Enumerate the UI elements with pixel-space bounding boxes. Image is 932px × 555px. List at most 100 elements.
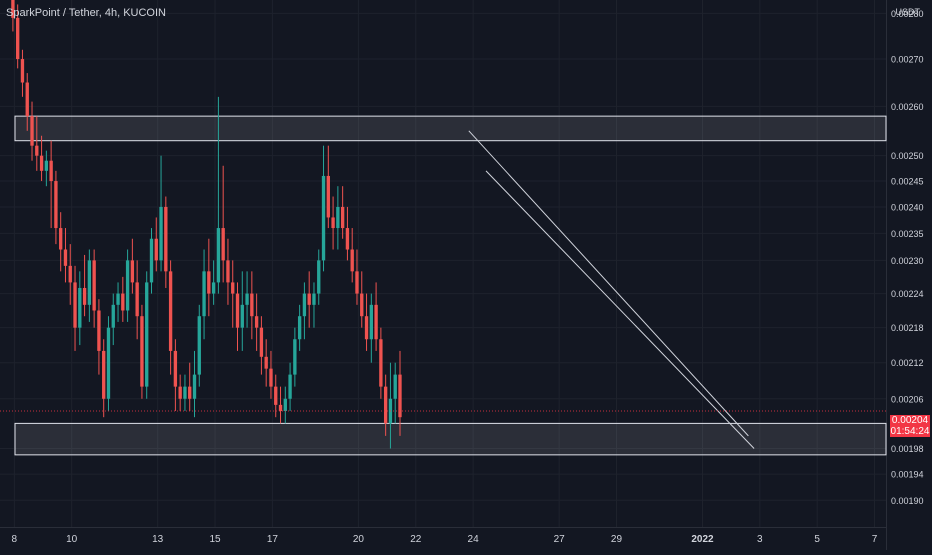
candle-body (178, 386, 182, 399)
candle-body (78, 287, 82, 328)
candle-body (20, 59, 25, 83)
candle-body (288, 374, 292, 399)
candle-body (297, 316, 302, 340)
candle-body (59, 228, 63, 250)
currency-label: USDT (895, 7, 921, 17)
candle-body (54, 181, 58, 229)
candle-body (250, 293, 254, 317)
current-price-tag: 0.00204 (890, 415, 930, 426)
candle-body (211, 282, 216, 294)
candle-body (125, 260, 130, 311)
y-tick-label: 0.00280 (891, 9, 924, 19)
candle-body (264, 356, 268, 369)
candle-body (49, 160, 53, 182)
zone-rectangle-2 (14, 422, 887, 456)
candle-body (35, 145, 39, 156)
candle-body (140, 316, 144, 387)
x-tick-label: 8 (12, 534, 18, 545)
candle-body (302, 293, 307, 317)
y-tick-label: 0.00194 (891, 470, 924, 480)
y-tick-label: 0.00260 (891, 102, 924, 112)
x-tick-label: 15 (209, 534, 221, 545)
candle-body (135, 282, 139, 317)
candle-body (231, 282, 235, 294)
x-tick-label: 13 (152, 534, 164, 545)
trendline-1 (468, 130, 749, 437)
candle-body (145, 282, 149, 387)
candle-body (240, 304, 244, 328)
candle-body (379, 339, 383, 387)
candle-body (321, 175, 326, 261)
candle-body (97, 310, 101, 351)
candle-body (121, 293, 125, 311)
candle-body (39, 155, 44, 171)
trendline-2 (485, 170, 755, 449)
candle-body (207, 271, 211, 294)
candle-body (326, 175, 330, 218)
candle-body (106, 327, 111, 399)
candle-body (116, 293, 120, 305)
x-tick-label: 2022 (691, 534, 714, 545)
candle-body (317, 260, 321, 294)
candle-body (173, 350, 178, 387)
candle-body (340, 206, 345, 229)
candle-body (159, 206, 163, 261)
candle-body (102, 350, 106, 399)
candle-body (383, 386, 388, 424)
y-tick-label: 0.00224 (891, 289, 924, 299)
candle-body (11, 0, 15, 18)
candle-body (202, 271, 206, 317)
x-tick-label: 3 (757, 534, 763, 545)
y-tick-label: 0.00212 (891, 358, 924, 368)
candle-countdown-tag: 01:54:24 (890, 426, 930, 437)
y-tick-label: 0.00250 (891, 151, 924, 161)
x-tick-label: 10 (66, 534, 78, 545)
candle-body (226, 260, 230, 283)
y-tick-label: 0.00206 (891, 394, 924, 404)
candle-body (16, 17, 20, 60)
y-tick-label: 0.00198 (891, 444, 924, 454)
candle-body (360, 293, 364, 317)
candle-body (278, 404, 283, 412)
y-tick-label: 0.00245 (891, 177, 924, 187)
candle-body (188, 386, 192, 399)
candle-body (68, 265, 72, 283)
x-tick-label: 24 (468, 534, 480, 545)
candle-body (364, 316, 369, 340)
candle-body (350, 249, 354, 272)
x-tick-label: 17 (267, 534, 279, 545)
candle-body (259, 327, 264, 357)
candle-body (293, 339, 297, 375)
x-tick-label: 29 (611, 534, 623, 545)
candle-body (312, 293, 316, 305)
candle-body (154, 238, 158, 261)
candle-body (245, 293, 249, 305)
candle-body (63, 249, 68, 266)
candle-body (168, 271, 173, 351)
candle-body (111, 304, 115, 328)
candle-body (331, 217, 335, 229)
candle-body (130, 260, 135, 283)
y-tick-label: 0.00190 (891, 496, 924, 506)
y-tick-label: 0.00270 (891, 55, 924, 65)
candle-body (73, 282, 77, 328)
candle-body (82, 287, 87, 305)
candle-body (164, 206, 168, 272)
y-tick-label: 0.00230 (891, 256, 924, 266)
candle-body (87, 260, 92, 305)
candle-body (197, 316, 201, 375)
candle-body (283, 398, 287, 412)
x-tick-label: 22 (410, 534, 422, 545)
candle-body (274, 386, 278, 405)
candle-body (336, 206, 340, 229)
candle-body (30, 116, 34, 146)
candle-body (149, 238, 154, 283)
candle-body (398, 374, 402, 418)
candle-body (393, 374, 397, 399)
candle-body (254, 316, 259, 328)
x-tick-label: 7 (872, 534, 878, 545)
y-tick-label: 0.00235 (891, 229, 924, 239)
y-tick-label: 0.00240 (891, 202, 924, 212)
